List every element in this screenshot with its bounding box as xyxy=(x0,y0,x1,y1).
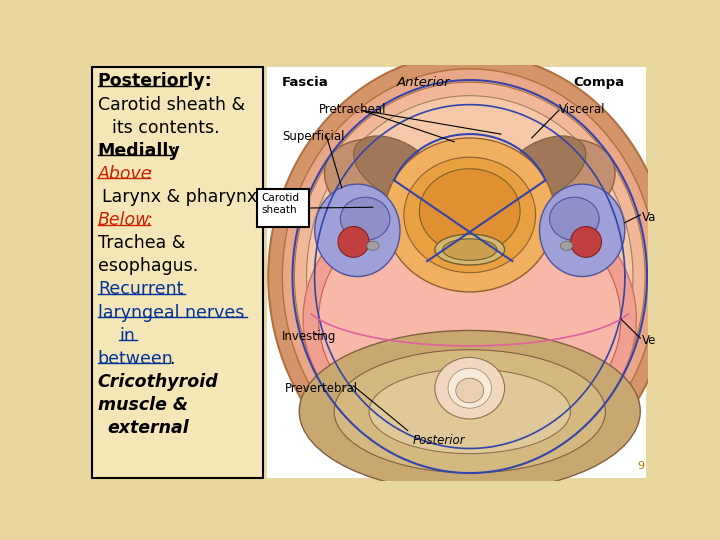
Ellipse shape xyxy=(501,136,586,201)
Ellipse shape xyxy=(269,53,671,500)
Ellipse shape xyxy=(282,69,657,484)
Text: in: in xyxy=(120,327,135,345)
Ellipse shape xyxy=(334,350,606,473)
Text: :: : xyxy=(147,165,153,183)
FancyBboxPatch shape xyxy=(267,67,646,478)
FancyBboxPatch shape xyxy=(257,189,310,227)
Text: between: between xyxy=(98,350,174,368)
Ellipse shape xyxy=(435,357,505,419)
Text: :: : xyxy=(171,142,177,160)
Ellipse shape xyxy=(366,241,379,251)
Text: Recurrent: Recurrent xyxy=(98,280,183,299)
Ellipse shape xyxy=(539,184,625,276)
Ellipse shape xyxy=(443,239,497,260)
Text: Larynx & pharynx.: Larynx & pharynx. xyxy=(102,188,262,206)
Text: Pretracheal: Pretracheal xyxy=(319,103,386,116)
Text: Carotid
sheath: Carotid sheath xyxy=(261,193,300,215)
Ellipse shape xyxy=(303,180,636,457)
Ellipse shape xyxy=(341,197,390,240)
Text: external: external xyxy=(107,419,189,437)
Text: Posterior: Posterior xyxy=(413,434,465,448)
Text: Cricothyroid: Cricothyroid xyxy=(98,373,218,391)
Text: Medially: Medially xyxy=(98,142,181,160)
Text: Ve: Ve xyxy=(642,334,656,347)
Text: Visceral: Visceral xyxy=(559,103,606,116)
Ellipse shape xyxy=(294,82,645,471)
Text: Below: Below xyxy=(98,211,150,229)
Ellipse shape xyxy=(435,234,505,265)
Text: Above: Above xyxy=(98,165,152,183)
Text: :: : xyxy=(147,211,153,229)
Ellipse shape xyxy=(495,139,615,229)
Ellipse shape xyxy=(369,369,570,454)
Text: Investing: Investing xyxy=(282,330,336,343)
Ellipse shape xyxy=(300,330,640,492)
Ellipse shape xyxy=(319,195,621,442)
Text: Compa: Compa xyxy=(574,76,625,89)
Ellipse shape xyxy=(338,226,369,257)
Text: Carotid sheath &: Carotid sheath & xyxy=(98,96,245,113)
Text: Prevertebral: Prevertebral xyxy=(285,382,359,395)
Text: laryngeal nerves: laryngeal nerves xyxy=(98,303,244,321)
Ellipse shape xyxy=(456,378,484,403)
Ellipse shape xyxy=(570,226,601,257)
Ellipse shape xyxy=(315,184,400,276)
Ellipse shape xyxy=(549,197,599,240)
Ellipse shape xyxy=(404,157,536,273)
Text: esophagus.: esophagus. xyxy=(98,257,198,275)
Text: .: . xyxy=(169,350,174,368)
Text: Trachea &: Trachea & xyxy=(98,234,185,252)
FancyBboxPatch shape xyxy=(92,67,263,478)
Ellipse shape xyxy=(325,139,444,229)
Ellipse shape xyxy=(384,138,555,292)
Text: muscle &: muscle & xyxy=(98,396,188,414)
Text: Anterior: Anterior xyxy=(397,76,450,89)
Text: Va: Va xyxy=(642,211,656,224)
Text: 9: 9 xyxy=(637,461,644,471)
Ellipse shape xyxy=(354,136,438,201)
Ellipse shape xyxy=(560,241,573,251)
Ellipse shape xyxy=(419,168,520,253)
Ellipse shape xyxy=(307,96,633,457)
Text: Superficial: Superficial xyxy=(282,130,345,143)
Text: Fascia: Fascia xyxy=(282,76,329,89)
Text: Posteriorly:: Posteriorly: xyxy=(98,72,212,91)
Ellipse shape xyxy=(448,368,492,408)
Text: its contents.: its contents. xyxy=(112,119,220,137)
